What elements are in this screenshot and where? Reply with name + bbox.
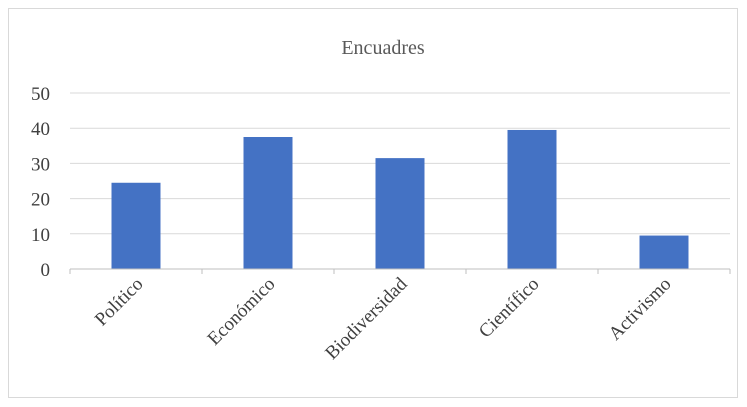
bars — [111, 129, 689, 269]
bar — [111, 182, 161, 269]
x-tick-label: Activismo — [605, 274, 676, 345]
x-axis-labels: Político Económico Biodiversidad Científico… — [91, 273, 676, 364]
y-tick-label: 40 — [31, 119, 50, 140]
x-axis — [69, 268, 731, 274]
bar — [243, 137, 293, 269]
y-tick-label: 0 — [41, 260, 51, 281]
y-tick-label: 50 — [31, 84, 50, 105]
y-tick-label: 30 — [31, 154, 50, 175]
x-tick-label: Político — [91, 274, 148, 331]
y-axis-ticks: 0 10 20 30 40 50 — [31, 84, 50, 281]
x-tick-label: Económico — [203, 274, 279, 350]
y-tick-label: 10 — [31, 225, 50, 246]
chart-title: Encuadres — [341, 37, 425, 59]
bar — [507, 129, 557, 269]
bar — [375, 158, 425, 269]
x-tick-label: Biodiversidad — [321, 273, 412, 364]
y-tick-label: 20 — [31, 190, 50, 211]
x-tick-label: Científico — [475, 274, 544, 343]
bar — [639, 235, 689, 269]
